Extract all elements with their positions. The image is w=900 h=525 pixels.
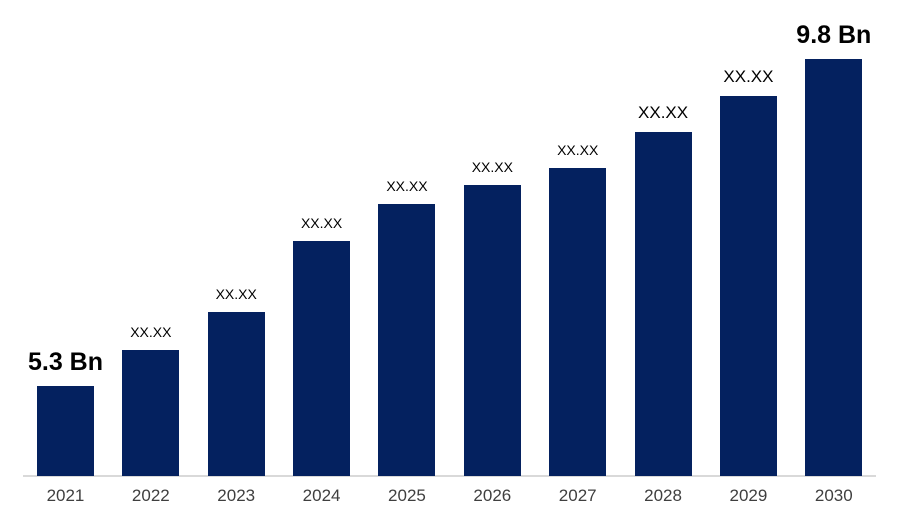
x-axis-tick-label-2024: 2024 xyxy=(302,486,341,505)
value-label-2025: XX.XX xyxy=(386,178,428,194)
value-label-2024: XX.XX xyxy=(300,215,343,231)
value-label-2028: XX.XX xyxy=(638,103,689,122)
value-label-2021: 5.3 Bn xyxy=(27,348,103,376)
value-label-2029: XX.XX xyxy=(723,67,774,86)
bar-2025 xyxy=(378,204,436,476)
bar-2029 xyxy=(719,96,777,476)
x-axis-tick-label-2023: 2023 xyxy=(217,486,256,505)
x-axis-tick-label-2028: 2028 xyxy=(644,486,682,505)
bar-2022 xyxy=(122,350,180,476)
bar-2023 xyxy=(207,312,265,476)
value-label-2022: XX.XX xyxy=(130,324,172,340)
bar-2026 xyxy=(463,185,521,476)
x-axis-tick-label-2026: 2026 xyxy=(473,486,512,505)
bar-2027 xyxy=(549,168,607,476)
bar-2028 xyxy=(634,132,692,476)
x-axis-tick-label-2025: 2025 xyxy=(388,486,426,505)
x-axis-tick-label-2027: 2027 xyxy=(558,486,597,505)
x-axis-line xyxy=(22,475,877,477)
value-label-2027: XX.XX xyxy=(557,142,599,158)
x-axis-tick-label-2030: 2030 xyxy=(814,486,853,505)
bar-2024 xyxy=(293,241,351,476)
bar-2021 xyxy=(36,386,94,476)
value-label-2023: XX.XX xyxy=(215,286,257,302)
x-axis-tick-label-2021: 2021 xyxy=(46,486,85,505)
value-label-2030: 9.8 Bn xyxy=(796,21,872,49)
x-axis-tick-label-2022: 2022 xyxy=(131,486,170,505)
bar-2030 xyxy=(805,59,863,476)
x-axis-tick-label-2029: 2029 xyxy=(729,486,768,505)
value-label-2026: XX.XX xyxy=(471,159,513,175)
